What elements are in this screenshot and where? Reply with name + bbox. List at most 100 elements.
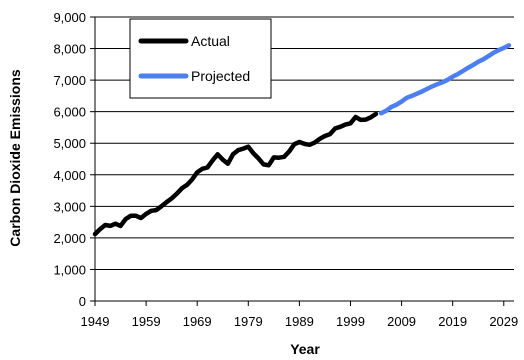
y-tick-label: 2,000: [53, 231, 86, 246]
data-point-actual: [160, 205, 163, 208]
data-point-actual: [262, 163, 265, 166]
data-point-projected: [508, 44, 510, 47]
legend-label-projected: Projected: [191, 68, 250, 84]
data-point-actual: [140, 217, 142, 219]
data-point-actual: [191, 178, 193, 181]
data-point-actual: [293, 143, 296, 145]
x-axis-title: Year: [290, 341, 320, 357]
series-line-actual: [92, 111, 379, 237]
data-point-projected: [451, 75, 454, 78]
data-point-actual: [288, 150, 291, 153]
data-point-actual: [119, 225, 122, 227]
data-point-actual: [283, 156, 285, 158]
data-point-actual: [176, 192, 178, 195]
data-point-actual: [313, 141, 316, 144]
data-point-actual: [273, 156, 275, 159]
data-point-projected: [477, 61, 480, 63]
data-point-projected: [482, 58, 485, 61]
data-point-projected: [385, 109, 388, 112]
data-point-actual: [114, 222, 117, 225]
data-point-projected: [503, 47, 505, 49]
data-point-actual: [267, 164, 270, 167]
data-point-projected: [457, 73, 459, 75]
data-point-actual: [181, 187, 183, 190]
data-point-actual: [247, 145, 250, 148]
x-tick-labels: 1949 1959 1969 1979 1989 1999 2009 2019 2029: [81, 314, 519, 329]
data-point-projected: [405, 97, 408, 99]
data-point-actual: [370, 116, 372, 119]
data-point-actual: [155, 209, 158, 211]
legend: Actual Projected: [129, 18, 272, 99]
data-point-actual: [109, 225, 112, 227]
x-tick-label: 2029: [489, 314, 518, 329]
y-tick-label: 9,000: [53, 10, 86, 25]
x-tick-label: 2019: [438, 314, 467, 329]
data-point-actual: [344, 123, 347, 126]
data-point-projected: [436, 83, 439, 85]
data-point-actual: [135, 215, 137, 217]
x-tick-label: 1979: [234, 314, 263, 329]
data-point-actual: [232, 153, 234, 156]
data-point-actual: [324, 135, 326, 137]
data-point-actual: [170, 197, 173, 200]
y-tick-label: 5,000: [53, 136, 86, 151]
data-point-actual: [186, 184, 188, 186]
data-point-actual: [319, 138, 321, 140]
data-point-actual: [349, 122, 352, 125]
y-axis-title: Carbon Dioxide Emissions: [7, 69, 23, 247]
x-tick-label: 1989: [285, 314, 314, 329]
data-point-actual: [227, 162, 229, 165]
x-tick-label: 1969: [183, 314, 212, 329]
data-point-actual: [206, 166, 209, 169]
data-point-projected: [462, 70, 464, 72]
data-point-projected: [426, 88, 428, 90]
data-point-projected: [441, 81, 444, 84]
y-tick-label: 3,000: [53, 199, 86, 214]
data-point-projected: [472, 64, 474, 66]
data-point-actual: [308, 144, 311, 146]
axes: [94, 17, 514, 302]
y-tick-label: 8,000: [53, 42, 86, 57]
data-point-actual: [130, 215, 132, 217]
data-point-actual: [365, 118, 367, 121]
data-point-projected: [431, 85, 434, 88]
y-tick-labels: 0 1,000 2,000 3,000 4,000 5,000 6,000 7,000 8,00…: [53, 10, 86, 309]
data-point-actual: [104, 224, 106, 226]
data-point-actual: [334, 127, 337, 130]
y-tick-label: 7,000: [53, 73, 86, 88]
data-point-projected: [416, 92, 418, 95]
data-point-projected: [487, 55, 490, 57]
series-line-projected: [378, 43, 512, 116]
data-point-actual: [124, 218, 127, 220]
legend-box: [129, 18, 272, 99]
series-lines: [92, 43, 512, 237]
y-tick-label: 6,000: [53, 105, 86, 120]
data-point-actual: [257, 157, 260, 160]
data-point-actual: [99, 228, 101, 230]
data-point-actual: [252, 152, 255, 155]
data-point-projected: [492, 51, 495, 54]
y-tick-label: 4,000: [53, 168, 86, 183]
x-tick-label: 1999: [336, 314, 365, 329]
data-point-actual: [329, 133, 331, 135]
data-point-actual: [211, 159, 214, 162]
data-point-actual: [196, 171, 198, 174]
data-point-actual: [339, 126, 342, 128]
data-point-actual: [237, 149, 239, 151]
data-point-actual: [303, 143, 306, 145]
data-point-actual: [375, 113, 377, 115]
data-point-actual: [278, 156, 280, 159]
data-point-projected: [467, 67, 469, 69]
data-point-actual: [165, 201, 168, 203]
data-point-projected: [421, 90, 423, 93]
legend-label-actual: Actual: [191, 33, 230, 49]
data-point-actual: [221, 158, 224, 161]
data-point-actual: [94, 233, 96, 235]
data-point-projected: [380, 112, 382, 114]
y-tick-label: 0: [79, 294, 86, 309]
y-tick-label: 1,000: [53, 262, 86, 277]
data-point-projected: [411, 95, 413, 97]
data-point-projected: [497, 49, 500, 51]
data-point-projected: [446, 79, 449, 81]
